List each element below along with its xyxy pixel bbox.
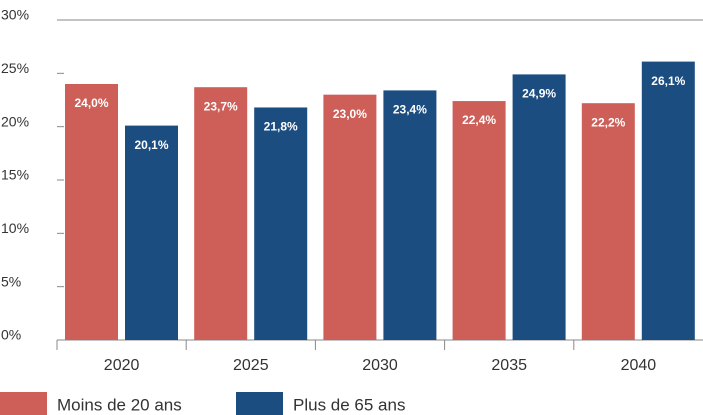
y-tick-label: 25% <box>1 60 29 76</box>
bar <box>641 61 695 340</box>
x-tick-label: 2035 <box>491 357 527 374</box>
value-label: 22,2% <box>591 115 625 129</box>
bar <box>512 74 566 341</box>
x-tick-label: 2030 <box>362 357 398 374</box>
x-tick-label: 2040 <box>621 357 657 374</box>
y-tick-label: 30% <box>1 7 29 23</box>
value-label: 23,4% <box>393 103 427 117</box>
legend-swatch <box>0 392 47 415</box>
x-tick-label: 2025 <box>233 357 269 374</box>
value-label: 21,8% <box>264 120 298 134</box>
bar <box>65 84 118 340</box>
value-label: 26,1% <box>651 74 685 88</box>
y-tick-label: 20% <box>1 113 29 129</box>
value-label: 22,4% <box>462 113 496 127</box>
value-label: 24,9% <box>522 87 556 101</box>
y-tick-label: 10% <box>1 220 29 236</box>
y-tick-label: 5% <box>1 273 21 289</box>
x-tick-label: 2020 <box>104 357 140 374</box>
bar <box>581 103 635 340</box>
legend-label: Moins de 20 ans <box>57 395 182 414</box>
y-tick-label: 0% <box>1 327 21 343</box>
value-label: 24,0% <box>74 96 108 110</box>
bar <box>194 87 248 340</box>
value-label: 23,7% <box>204 99 238 113</box>
bar <box>254 107 308 340</box>
bar <box>125 125 178 340</box>
value-label: 23,0% <box>333 107 367 121</box>
legend-label: Plus de 65 ans <box>293 395 405 414</box>
bar <box>383 90 437 341</box>
legend-swatch <box>236 392 283 415</box>
bar <box>452 101 506 340</box>
y-tick-label: 15% <box>1 167 29 183</box>
value-label: 20,1% <box>134 138 168 152</box>
bar <box>323 94 377 341</box>
